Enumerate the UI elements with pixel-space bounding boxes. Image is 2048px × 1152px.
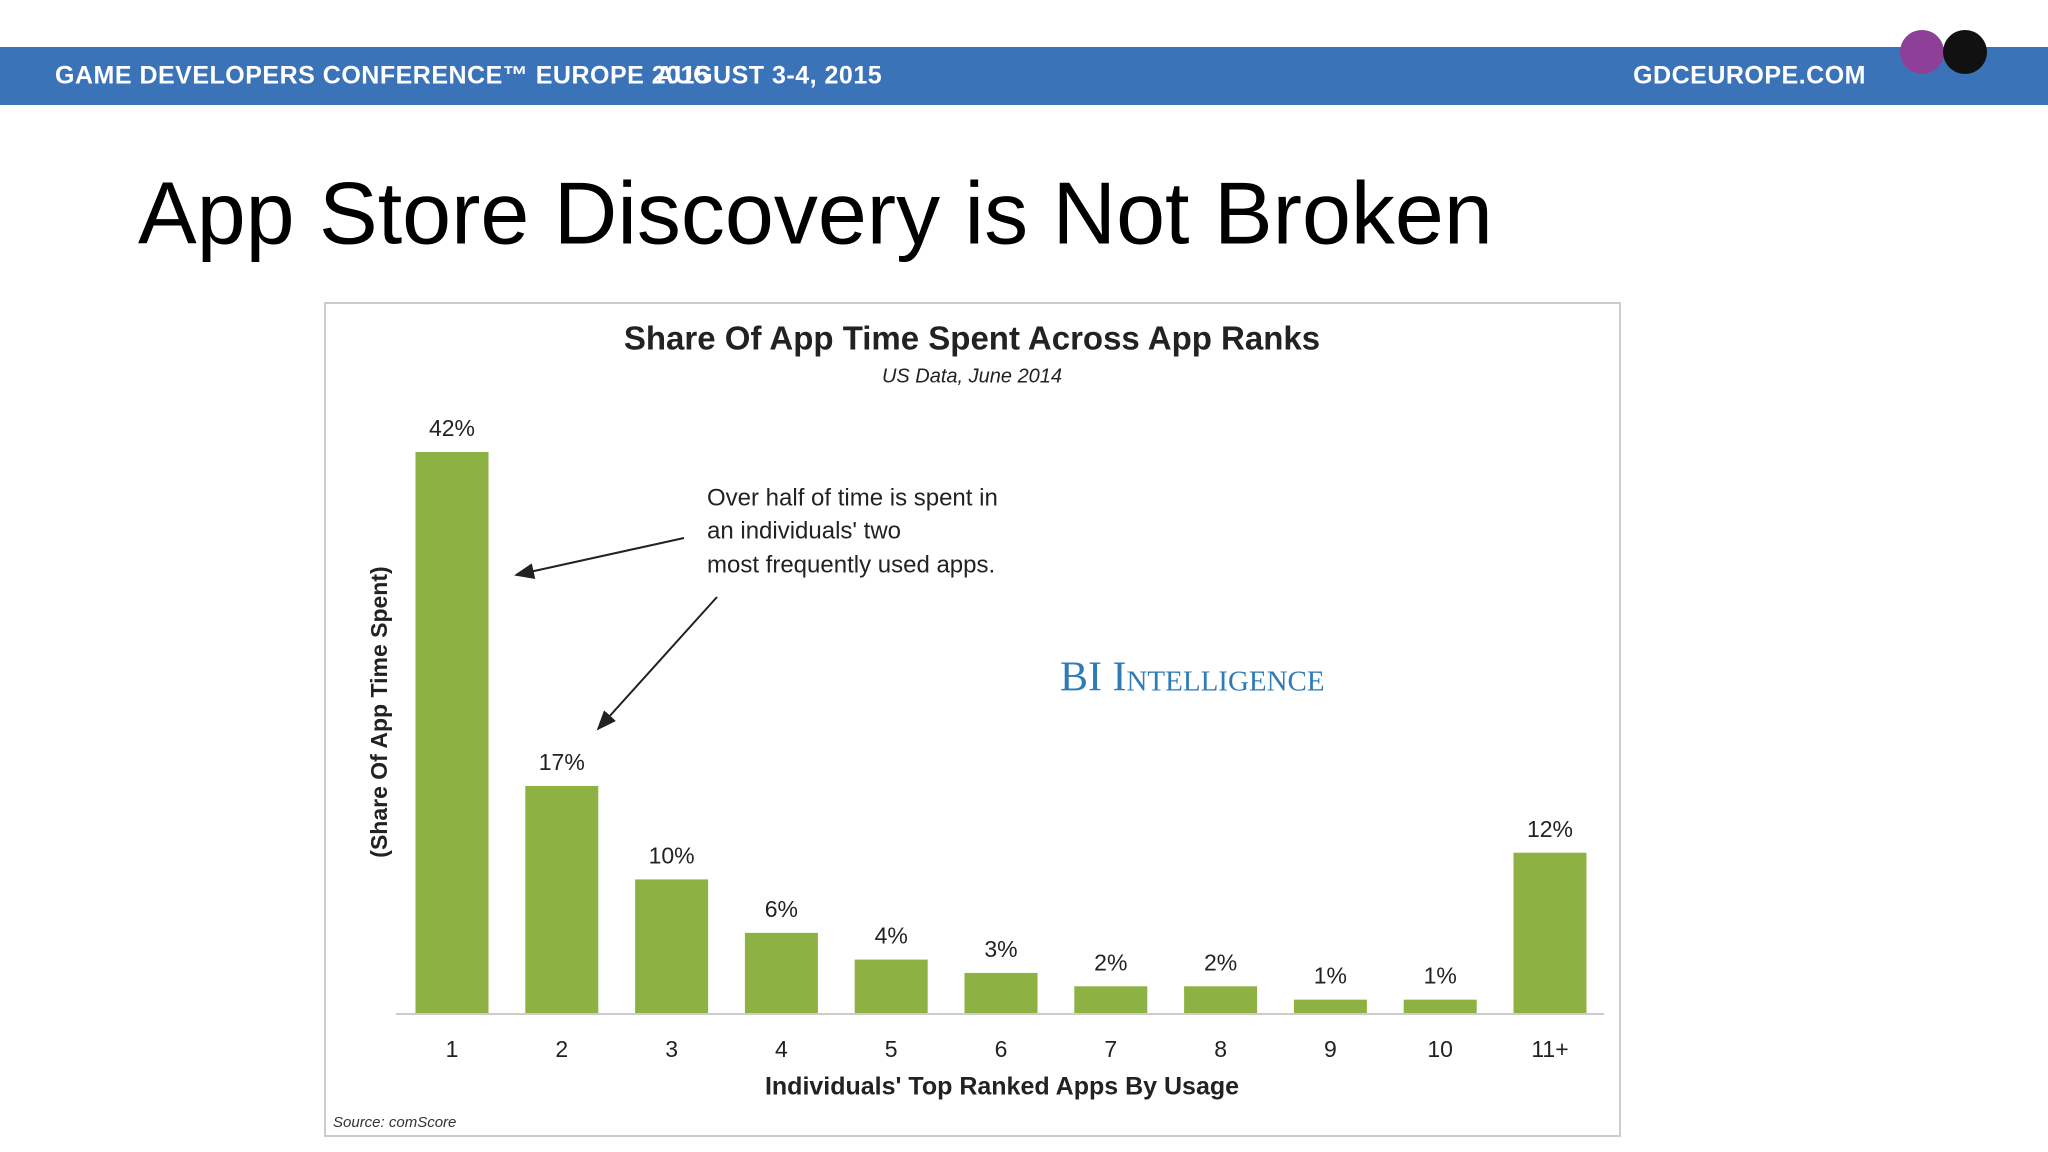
value-label: 12% xyxy=(1527,816,1573,842)
bar xyxy=(635,879,709,1013)
x-tick-label: 3 xyxy=(665,1036,678,1062)
x-tick-label: 1 xyxy=(446,1036,459,1062)
header-band xyxy=(0,47,2048,105)
logo-circle xyxy=(1900,30,1944,74)
x-tick-label: 7 xyxy=(1104,1036,1117,1062)
chart-title: Share Of App Time Spent Across App Ranks xyxy=(624,320,1320,357)
bar xyxy=(1184,986,1258,1013)
annotation-arrow xyxy=(514,537,685,579)
bar xyxy=(1403,999,1477,1013)
source-note: Source: comScore xyxy=(333,1114,456,1131)
x-tick-label: 11+ xyxy=(1531,1036,1568,1062)
slide-title: App Store Discovery is Not Broken xyxy=(138,163,1493,262)
value-label: 2% xyxy=(1204,949,1237,975)
value-label: 1% xyxy=(1424,963,1457,989)
x-tick-label: 6 xyxy=(995,1036,1008,1062)
website: GDCEUROPE.COM xyxy=(1633,62,1866,90)
x-axis-label: Individuals' Top Ranked Apps By Usage xyxy=(765,1073,1239,1101)
value-label: 4% xyxy=(875,923,908,949)
y-axis-label: (Share Of App Time Spent) xyxy=(366,566,392,857)
annotation-line: Over half of time is spent in xyxy=(707,484,998,511)
bar xyxy=(744,932,818,1013)
conference-dates: AUGUST 3-4, 2015 xyxy=(656,62,882,90)
value-label: 3% xyxy=(984,936,1017,962)
bar xyxy=(415,452,489,1013)
annotation-line: most frequently used apps. xyxy=(707,551,995,578)
x-tick-label: 9 xyxy=(1324,1036,1337,1062)
value-label: 10% xyxy=(649,843,695,869)
value-label: 2% xyxy=(1094,949,1127,975)
bar xyxy=(1293,999,1367,1013)
x-tick-label: 4 xyxy=(775,1036,788,1062)
bar xyxy=(525,785,599,1013)
bar xyxy=(1513,852,1587,1013)
x-tick-label: 8 xyxy=(1214,1036,1227,1062)
conference-name: GAME DEVELOPERS CONFERENCE™ EUROPE 2015 xyxy=(55,62,709,90)
x-tick-label: 5 xyxy=(885,1036,898,1062)
bar xyxy=(1074,986,1148,1013)
logo-circle xyxy=(1943,30,1987,74)
value-label: 6% xyxy=(765,896,798,922)
watermark: BI Intelligence xyxy=(1060,655,1325,701)
annotation-arrow xyxy=(596,596,718,731)
bar xyxy=(964,972,1038,1013)
value-label: 1% xyxy=(1314,963,1347,989)
x-tick-label: 10 xyxy=(1427,1036,1453,1062)
bar xyxy=(854,959,928,1013)
chart-subtitle: US Data, June 2014 xyxy=(882,365,1062,387)
value-label: 17% xyxy=(539,749,585,775)
x-tick-label: 2 xyxy=(555,1036,568,1062)
annotation-line: an individuals' two xyxy=(707,517,901,544)
value-label: 42% xyxy=(429,415,475,441)
